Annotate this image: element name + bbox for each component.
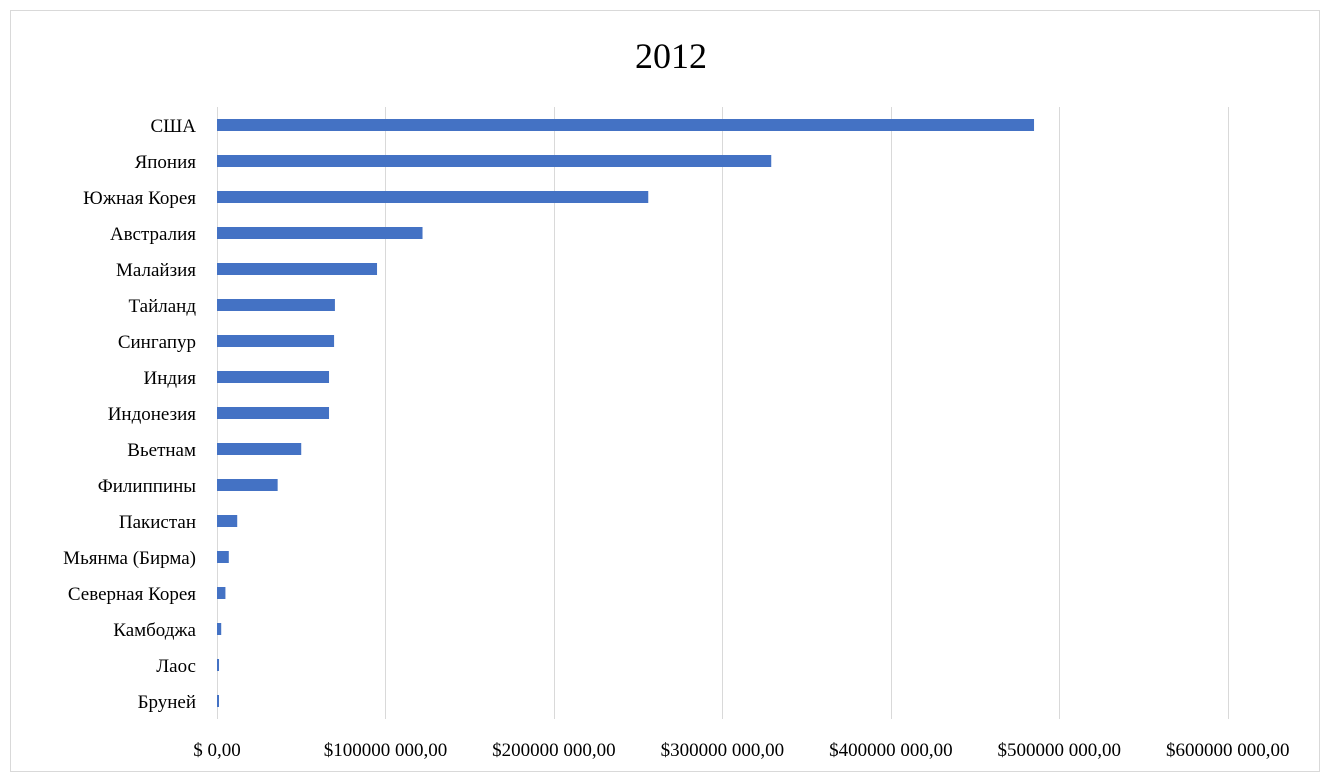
bar [217, 371, 330, 383]
category-label: Лаос [156, 656, 196, 677]
bar [217, 299, 335, 311]
category-label: Северная Корея [68, 584, 196, 605]
x-tick-label: $300000 000,00 [661, 740, 785, 761]
category-labels: США Япония Южная Корея Австралия Малайзия Тай… [63, 116, 196, 713]
x-tick-label: $400000 000,00 [829, 740, 953, 761]
category-label: Тайланд [129, 296, 197, 317]
bar [217, 551, 229, 563]
category-label: Южная Корея [83, 188, 196, 209]
bar [217, 155, 772, 167]
category-label: Австралия [110, 224, 196, 245]
bar [217, 119, 1035, 131]
category-label: Сингапур [118, 332, 196, 353]
chart-title: 2012 [635, 36, 707, 76]
category-label: Япония [135, 152, 197, 173]
x-tick-label: $500000 000,00 [998, 740, 1122, 761]
category-label: США [150, 116, 196, 137]
bar [217, 443, 302, 455]
bar [217, 479, 278, 491]
bar [217, 227, 423, 239]
bar [217, 695, 219, 707]
bar [217, 515, 238, 527]
bar [217, 335, 335, 347]
category-label: Индия [144, 368, 197, 389]
bars [217, 119, 1035, 707]
x-tick-label: $100000 000,00 [324, 740, 448, 761]
category-label: Малайзия [116, 260, 196, 281]
bar-chart: 2012 США Япония Южная Корея Австралия Малайз… [63, 36, 1289, 761]
bar [217, 407, 330, 419]
x-tick-label: $200000 000,00 [492, 740, 616, 761]
bar [217, 659, 220, 671]
x-tick-label: $ 0,00 [193, 740, 241, 761]
bar [217, 587, 226, 599]
category-label: Пакистан [119, 512, 196, 533]
category-label: Мьянма (Бирма) [63, 548, 196, 569]
x-tick-label: $600000 000,00 [1166, 740, 1290, 761]
bar [217, 263, 378, 275]
category-label: Камбоджа [113, 620, 196, 641]
category-label: Вьетнам [127, 440, 196, 461]
category-label: Бруней [138, 692, 196, 713]
x-tick-labels: $ 0,00 $100000 000,00 $200000 000,00 $30000… [193, 740, 1289, 761]
chart-frame: 2012 США Япония Южная Корея Австралия Малайз… [10, 10, 1320, 772]
bar [217, 191, 649, 203]
category-label: Индонезия [108, 404, 197, 425]
category-label: Филиппины [98, 476, 197, 497]
bar [217, 623, 222, 635]
gridlines [217, 107, 1229, 719]
